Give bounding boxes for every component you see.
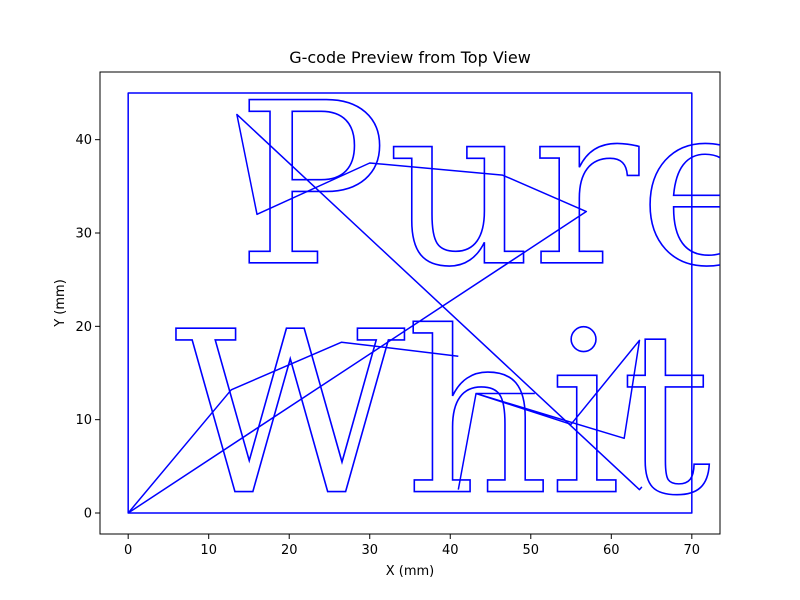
y-tick-label: 40 xyxy=(75,133,92,148)
y-axis: 0 10 20 30 40 xyxy=(75,133,100,522)
y-tick-label: 10 xyxy=(75,413,92,428)
toolpath-series-2 xyxy=(457,339,641,490)
x-tick-label: 60 xyxy=(603,543,620,558)
x-axis-label: X (mm) xyxy=(386,564,435,579)
y-tick-label: 0 xyxy=(84,507,92,522)
x-tick-label: 50 xyxy=(523,543,540,558)
x-tick-label: 30 xyxy=(361,543,378,558)
toolpath-series-1 xyxy=(127,113,643,514)
toolpath-text: White! xyxy=(175,284,800,545)
plot-area xyxy=(99,71,721,535)
x-tick-label: 0 xyxy=(124,543,132,558)
toolpath-series-0 xyxy=(127,92,693,514)
x-axis: 0 10 20 30 40 50 60 70 xyxy=(124,534,700,558)
toolpath-text: Pure xyxy=(237,55,772,316)
x-tick-label: 70 xyxy=(684,543,701,558)
y-axis-label: Y (mm) xyxy=(53,279,68,328)
x-tick-label: 20 xyxy=(281,543,298,558)
toolpath-group: PureWhite! xyxy=(127,55,800,545)
y-tick-label: 30 xyxy=(75,227,92,242)
y-tick-label: 20 xyxy=(75,320,92,335)
x-tick-label: 40 xyxy=(442,543,459,558)
chart-title: G-code Preview from Top View xyxy=(289,48,531,67)
x-tick-label: 10 xyxy=(200,543,217,558)
